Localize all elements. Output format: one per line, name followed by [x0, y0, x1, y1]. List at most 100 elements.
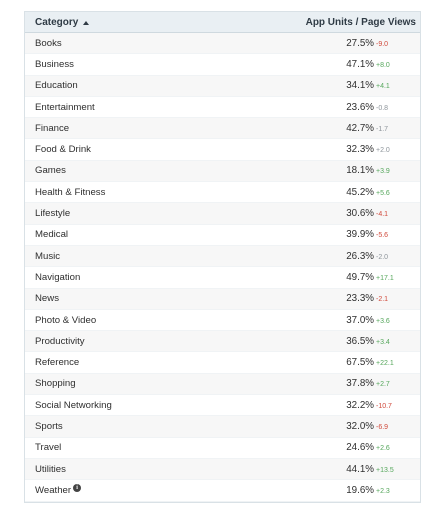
percentage-value: 24.6%	[346, 442, 374, 454]
category-cell: Shopping	[35, 378, 76, 389]
metrics-table: Category App Units / Page Views Books 27…	[24, 11, 421, 503]
value-cell: 32.2% -10.7	[314, 400, 394, 411]
category-cell: Medical	[35, 229, 68, 240]
info-icon[interactable]: i	[73, 484, 82, 493]
value-cell: 39.9% -5.6	[314, 229, 394, 240]
category-column-header[interactable]: Category	[35, 17, 90, 28]
value-cell: 24.6% +2.6	[314, 442, 394, 453]
table-row: Games 18.1% +3.9	[25, 160, 420, 183]
percentage-value: 37.8%	[346, 378, 374, 390]
percentage-value: 32.0%	[346, 420, 374, 432]
category-label: Social Networking	[35, 399, 112, 411]
category-cell: Photo & Video	[35, 315, 96, 326]
value-cell: 37.0% +3.6	[314, 315, 394, 326]
table-row: Sports 32.0% -6.9	[25, 416, 420, 438]
table-row: Travel 24.6% +2.6	[25, 437, 420, 459]
category-label: Shopping	[35, 378, 76, 390]
category-label: Finance	[35, 122, 70, 134]
value-cell: 44.1% +13.5	[314, 464, 394, 475]
percentage-value: 67.5%	[346, 357, 374, 369]
delta-value: -5.6	[376, 232, 389, 240]
category-cell: Social Networking	[35, 400, 112, 411]
table-row: Music 26.3% -2.0	[25, 245, 420, 268]
delta-value: +2.3	[376, 487, 390, 495]
category-label: Games	[35, 165, 66, 177]
table-row: Photo & Video 37.0% +3.6	[25, 309, 420, 332]
value-cell: 32.3% +2.0	[314, 144, 394, 155]
percentage-value: 42.7%	[346, 122, 374, 134]
category-label: Lifestyle	[35, 208, 71, 220]
table-row: Food & Drink 32.3% +2.0	[25, 139, 420, 161]
category-label: Medical	[35, 229, 69, 241]
metric-column-header[interactable]: App Units / Page Views	[305, 16, 416, 28]
category-label: Education	[35, 80, 78, 92]
category-label: Utilities	[35, 463, 66, 475]
percentage-value: 37.0%	[346, 314, 374, 326]
category-label: Reference	[35, 357, 80, 369]
delta-value: -2.1	[376, 296, 389, 304]
table-row: Health & Fitness 45.2% +5.6	[25, 182, 420, 204]
value-cell: 49.7% +17.1	[314, 272, 394, 283]
category-label: Food & Drink	[35, 144, 91, 156]
table-row: Lifestyle 30.6% -4.1	[25, 203, 420, 225]
table-row: Social Networking 32.2% -10.7	[25, 395, 420, 417]
category-label: Entertainment	[35, 101, 95, 113]
value-cell: 27.5% -9.0	[314, 38, 394, 49]
table-row: Utilities 44.1% +13.5	[25, 458, 420, 481]
delta-value: -0.8	[376, 104, 389, 112]
percentage-value: 36.5%	[346, 335, 374, 347]
value-cell: 26.3% -2.0	[314, 251, 394, 262]
delta-value: -2.0	[376, 253, 389, 261]
category-cell: Travel	[35, 442, 61, 453]
percentage-value: 23.6%	[346, 101, 374, 113]
category-cell: Navigation	[35, 272, 80, 283]
delta-value: +3.9	[376, 168, 390, 176]
category-label: Music	[35, 250, 61, 262]
value-cell: 34.1% +4.1	[314, 80, 394, 91]
value-cell: 42.7% -1.7	[314, 123, 394, 134]
category-cell: Games	[35, 165, 66, 176]
delta-value: +22.1	[376, 360, 394, 368]
category-cell: Entertainment	[35, 102, 95, 113]
table-row: Shopping 37.8% +2.7	[25, 373, 420, 396]
delta-value: +8.0	[376, 61, 390, 69]
value-cell: 23.3% -2.1	[314, 293, 394, 304]
table-row: Finance 42.7% -1.7	[25, 118, 420, 140]
percentage-value: 45.2%	[346, 186, 374, 198]
category-label: Health & Fitness	[35, 186, 106, 198]
delta-value: +2.7	[376, 381, 390, 389]
percentage-value: 27.5%	[346, 37, 374, 49]
percentage-value: 49.7%	[346, 271, 374, 283]
table-body: Books 27.5% -9.0 Business 47.1% +8.0 Edu…	[25, 33, 420, 502]
table-row: Education 34.1% +4.1	[25, 75, 420, 97]
percentage-value: 44.1%	[346, 463, 374, 475]
category-label: Sports	[35, 420, 63, 432]
delta-value: +2.6	[376, 445, 390, 453]
delta-value: +2.0	[376, 147, 390, 155]
delta-value: -1.7	[376, 125, 389, 133]
delta-value: +13.5	[376, 466, 394, 474]
sort-ascending-icon	[83, 20, 90, 25]
category-cell: Music	[35, 251, 60, 262]
category-cell: Finance	[35, 123, 69, 134]
table-row: Books 27.5% -9.0	[25, 33, 420, 55]
category-cell: Lifestyle	[35, 208, 70, 219]
category-label: Weather	[35, 484, 72, 496]
percentage-value: 18.1%	[346, 165, 374, 177]
category-cell: Utilities	[35, 464, 66, 475]
category-cell: Food & Drink	[35, 144, 91, 155]
table-row: News 23.3% -2.1	[25, 288, 420, 310]
table-row: Reference 67.5% +22.1	[25, 352, 420, 374]
delta-value: -10.7	[376, 402, 392, 410]
table-row: Entertainment 23.6% -0.8	[25, 96, 420, 119]
category-cell: Productivity	[35, 336, 85, 347]
percentage-value: 32.2%	[346, 399, 374, 411]
value-cell: 30.6% -4.1	[314, 208, 394, 219]
category-label: Travel	[35, 442, 62, 454]
delta-value: +5.6	[376, 189, 390, 197]
value-cell: 36.5% +3.4	[314, 336, 394, 347]
category-label: Books	[35, 37, 62, 49]
category-cell: Health & Fitness	[35, 187, 105, 198]
delta-value: +17.1	[376, 274, 394, 282]
delta-value: +3.4	[376, 338, 390, 346]
